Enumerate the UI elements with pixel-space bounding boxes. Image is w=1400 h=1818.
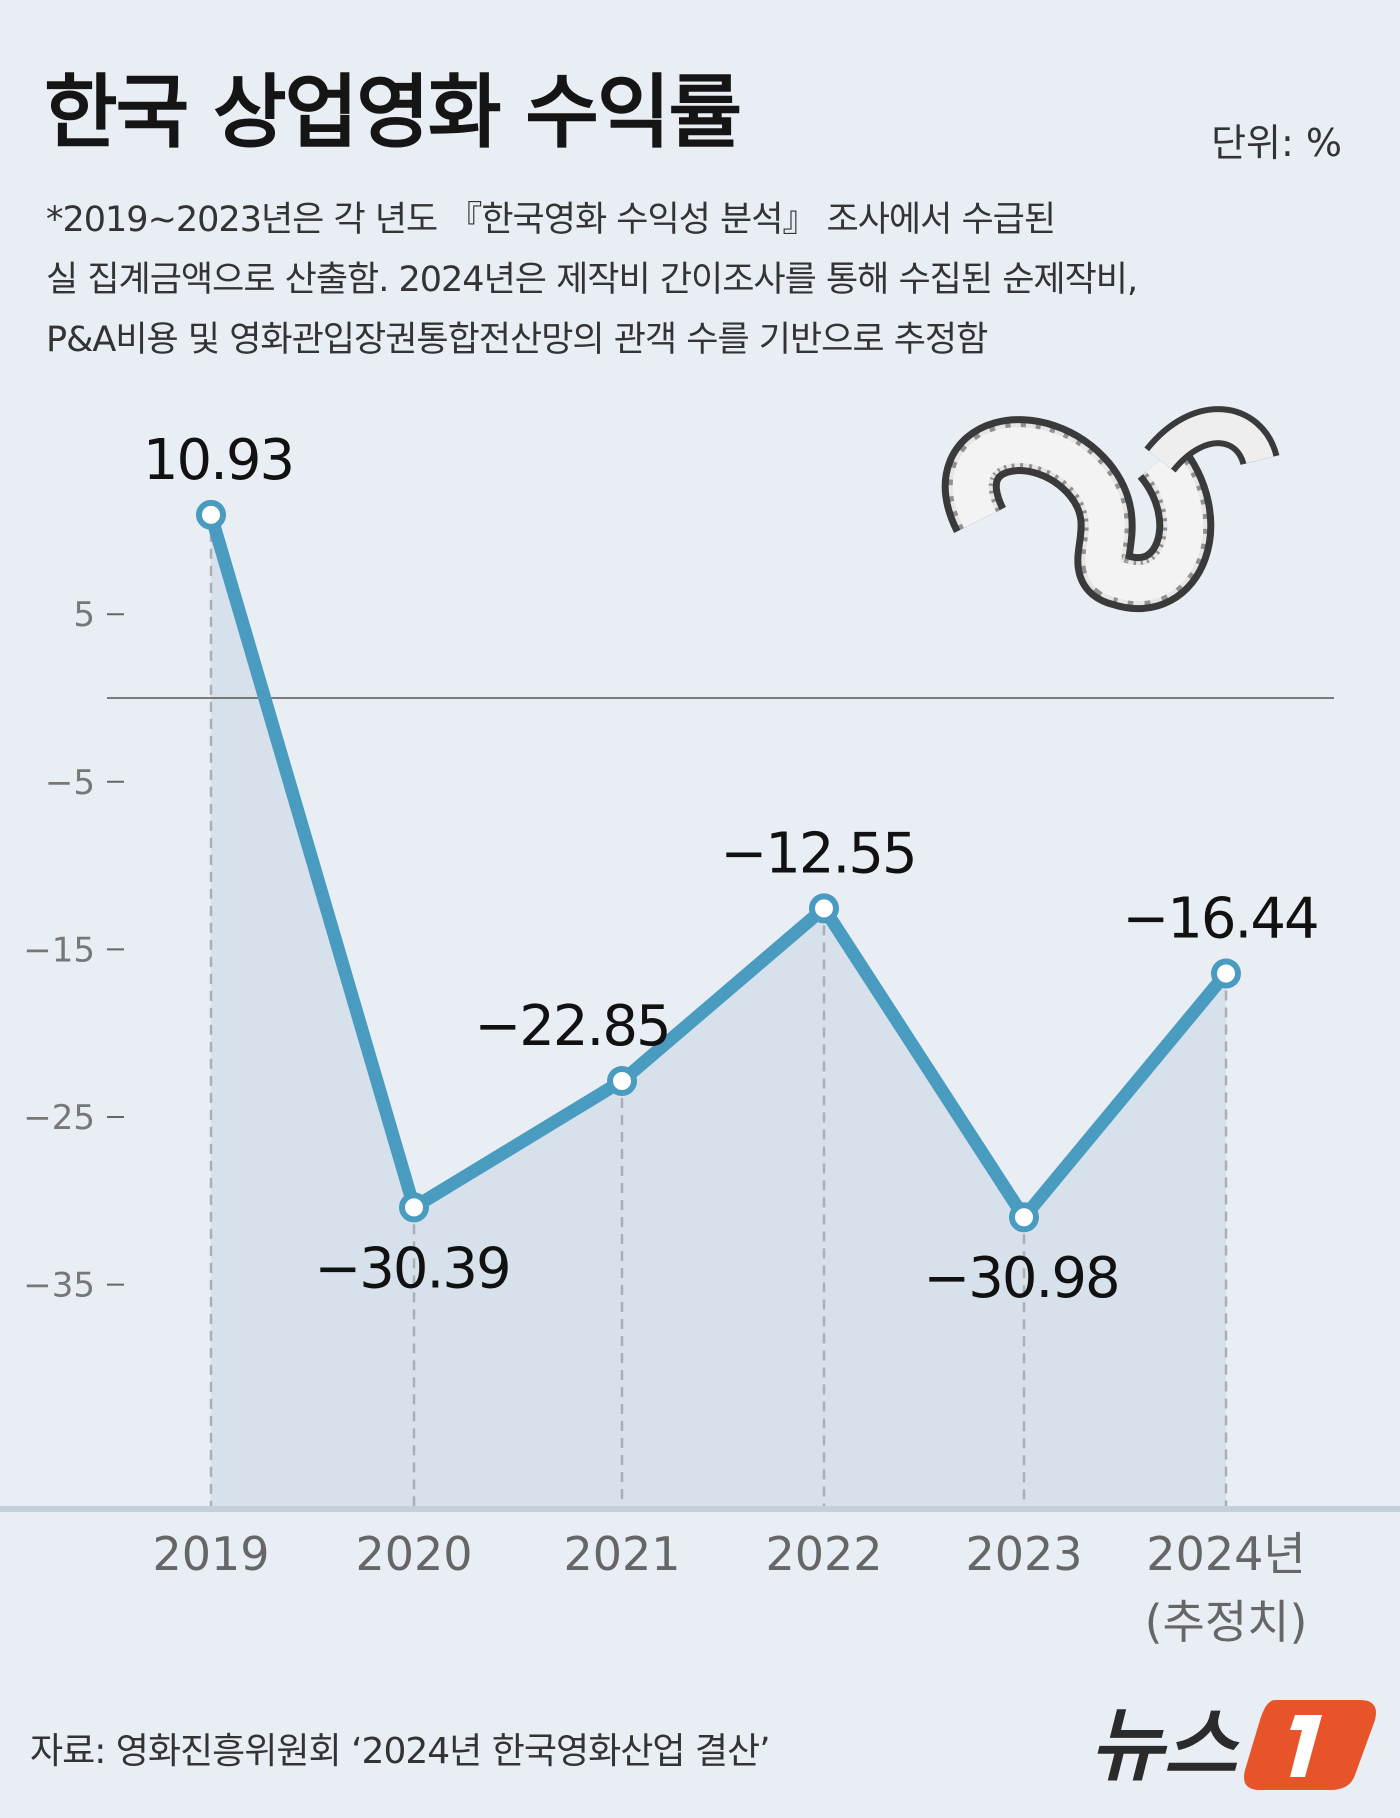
- data-label: −16.44: [1122, 887, 1317, 952]
- data-label: −22.85: [474, 994, 669, 1059]
- x-tick-label: 2023: [965, 1527, 1082, 1581]
- note: *2019~2023년은 각 년도 『한국영화 수익성 분석』 조사에서 수급된…: [46, 190, 1138, 370]
- area-fill: [211, 514, 1226, 1506]
- y-tick-label: −25: [23, 1098, 95, 1138]
- data-label: 10.93: [143, 428, 293, 493]
- series-line: [204, 512, 1232, 1224]
- chart-title: 한국 상업영화 수익률: [44, 66, 742, 159]
- data-point: [399, 1192, 429, 1223]
- y-tick-label: −15: [23, 930, 95, 970]
- data-point: [607, 1065, 637, 1096]
- data-point: [1211, 958, 1241, 989]
- y-tick-label: 5: [73, 595, 95, 635]
- y-tick-label: −5: [45, 763, 95, 803]
- news1-logo: 뉴스: [1090, 1699, 1376, 1792]
- svg-text:뉴스: 뉴스: [1090, 1699, 1241, 1792]
- x-tick-label: 2022: [765, 1527, 882, 1581]
- x-tick-sublabel: (추정치): [1145, 1595, 1308, 1649]
- x-tick-label: 2020: [355, 1527, 472, 1581]
- x-tick-label: 2024년: [1146, 1527, 1305, 1581]
- data-point: [809, 893, 839, 924]
- data-label: −12.55: [720, 821, 915, 886]
- source-note: 자료: 영화진흥위원회 ‘2024년 한국영화산업 결산’: [30, 1731, 771, 1772]
- data-label: −30.39: [314, 1236, 509, 1301]
- x-tick-label: 2021: [563, 1527, 680, 1581]
- note-line: *2019~2023년은 각 년도 『한국영화 수익성 분석』 조사에서 수급된: [46, 200, 1056, 240]
- note-line: P&A비용 및 영화관입장권통합전산망의 관객 수를 기반으로 추정함: [46, 320, 988, 360]
- film-reel-icon: [941, 406, 1280, 613]
- data-point: [1009, 1202, 1039, 1233]
- note-line: 실 집계금액으로 산출함. 2024년은 제작비 간이조사를 통해 수집된 순제…: [46, 260, 1138, 300]
- data-label: −30.98: [923, 1246, 1118, 1311]
- unit-label: 단위: %: [1211, 121, 1342, 165]
- data-point: [196, 499, 226, 530]
- area-bottom-edge: [0, 1506, 1400, 1512]
- x-tick-label: 2019: [152, 1527, 269, 1581]
- y-tick-label: −35: [23, 1266, 95, 1306]
